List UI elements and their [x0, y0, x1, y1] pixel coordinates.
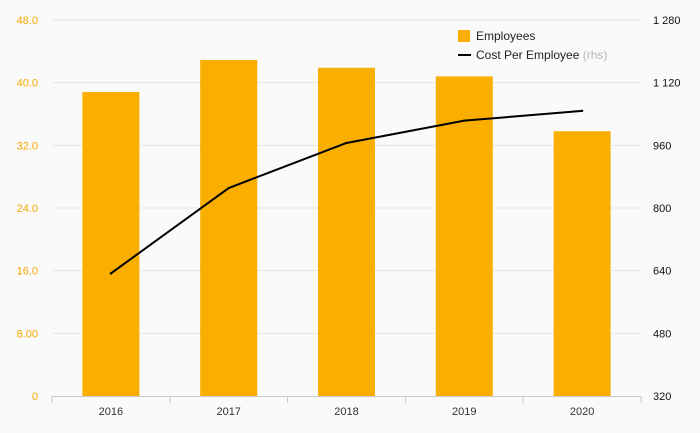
- y-left-tick-label: 24.0: [17, 203, 38, 215]
- bar-2018: [318, 67, 375, 397]
- y-left-tick-label: 8.00: [17, 328, 38, 340]
- y-left-tick-label: 40.0: [17, 78, 38, 90]
- y-left-tick-label: 16.0: [17, 266, 38, 278]
- legend-rhs-suffix: (rhs): [583, 48, 608, 62]
- y-right-tick-label: 320: [653, 391, 671, 403]
- x-tick-label: 2016: [99, 406, 123, 418]
- y-right-tick-label: 960: [653, 140, 671, 152]
- bar-2020: [553, 131, 611, 396]
- x-tick-label: 2020: [570, 406, 594, 418]
- bar-2019: [435, 76, 493, 397]
- y-right-tick-label: 640: [653, 266, 671, 278]
- cost-point-2019: [463, 119, 466, 122]
- legend-label-cost-per-employee: Cost Per Employee (rhs): [476, 48, 607, 62]
- bar-2017: [200, 59, 258, 396]
- x-tick-label: 2018: [334, 406, 358, 418]
- employee-bars: [82, 59, 611, 397]
- cost-line-series: [109, 109, 584, 275]
- y-left-tick-label: 32.0: [17, 140, 38, 152]
- y-right-tick-label: 480: [653, 328, 671, 340]
- legend-swatch-employees: [458, 30, 470, 42]
- y-right-tick-label: 1 280: [653, 15, 681, 27]
- y-left-tick-label: 0: [32, 391, 38, 403]
- cost-point-2018: [345, 141, 348, 145]
- y-right-tick-label: 1 120: [653, 78, 681, 90]
- legend: Employees Cost Per Employee (rhs): [458, 29, 607, 62]
- cost-point-2017: [227, 186, 230, 190]
- y-right-tick-label: 800: [653, 203, 671, 215]
- cost-point-2016: [109, 272, 113, 275]
- x-tick-label: 2019: [452, 406, 476, 418]
- x-tick-label: 2017: [216, 406, 240, 418]
- cost-point-2020: [580, 109, 584, 113]
- axes: 0 8.00 16.0 24.0 32.0 40.0 48.0 320 480 640 800 960…: [17, 15, 681, 418]
- y-left-tick-label: 48.0: [17, 15, 38, 27]
- bar-2016: [82, 92, 140, 397]
- legend-label-employees: Employees: [476, 29, 535, 43]
